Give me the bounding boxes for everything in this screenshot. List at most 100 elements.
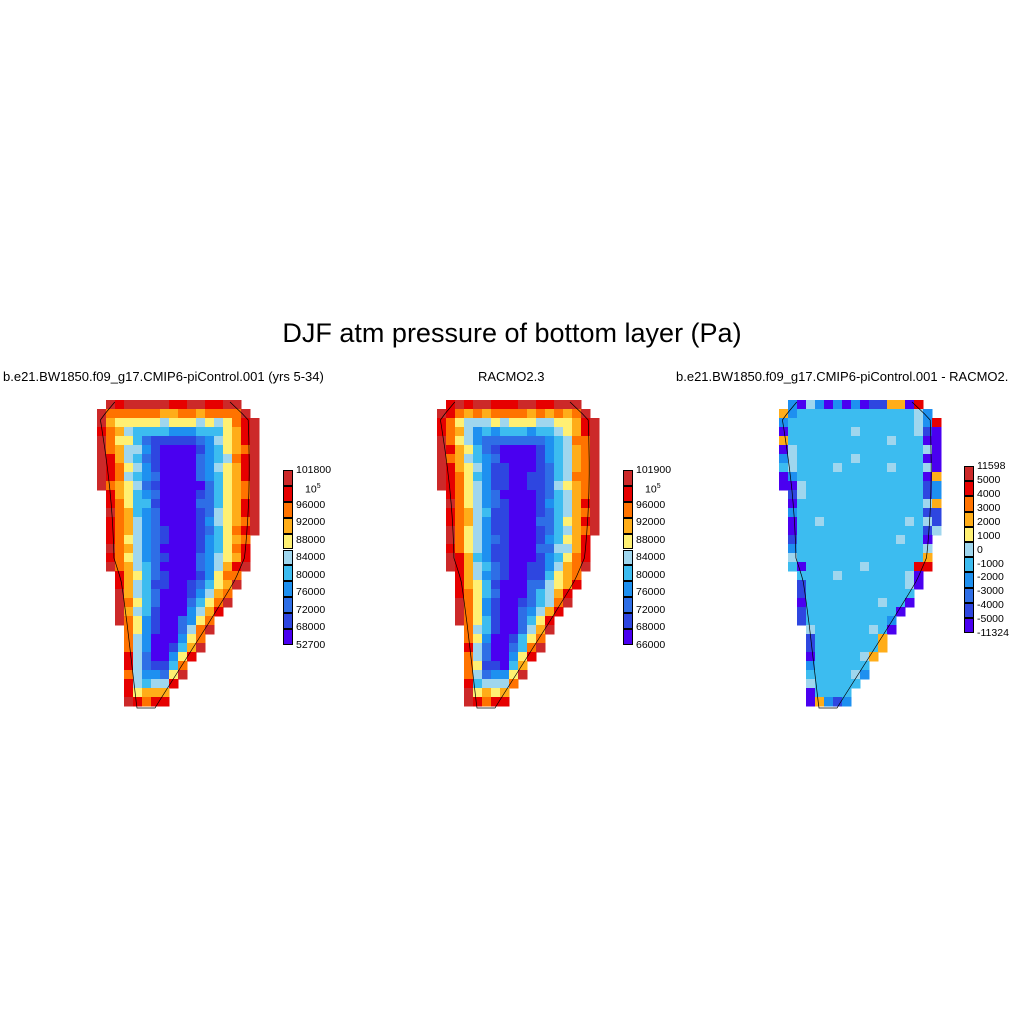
grid-cell bbox=[815, 562, 825, 572]
grid-cell bbox=[473, 535, 483, 545]
grid-cell bbox=[178, 661, 188, 671]
grid-cell bbox=[133, 544, 143, 554]
grid-cell bbox=[833, 625, 843, 635]
colorbar-label: 80000 bbox=[296, 568, 326, 581]
grid-cell bbox=[464, 598, 474, 608]
grid-cell bbox=[482, 445, 492, 455]
grid-cell bbox=[196, 508, 206, 518]
grid-cell bbox=[160, 535, 170, 545]
colorbar-swatch bbox=[283, 613, 293, 629]
colorbar-label: 88000 bbox=[296, 533, 326, 546]
grid-cell bbox=[860, 661, 870, 671]
grid-cell bbox=[581, 517, 591, 527]
grid-cell bbox=[563, 409, 573, 419]
grid-cell bbox=[815, 409, 825, 419]
grid-cell bbox=[797, 508, 807, 518]
grid-cell bbox=[178, 598, 188, 608]
colorbar-swatch bbox=[623, 501, 633, 518]
grid-cell bbox=[905, 517, 915, 527]
grid-cell bbox=[133, 517, 143, 527]
colorbar-label: 4000 bbox=[977, 487, 1001, 500]
grid-cell bbox=[133, 400, 143, 410]
grid-cell bbox=[196, 463, 206, 473]
grid-cell bbox=[878, 517, 888, 527]
grid-cell bbox=[178, 625, 188, 635]
grid-cell bbox=[232, 445, 242, 455]
grid-cell bbox=[509, 472, 519, 482]
grid-cell bbox=[914, 580, 924, 590]
grid-cell bbox=[806, 661, 816, 671]
grid-cell bbox=[205, 517, 215, 527]
grid-cell bbox=[455, 490, 465, 500]
grid-cell bbox=[187, 562, 197, 572]
grid-cell bbox=[509, 400, 519, 410]
grid-cell bbox=[482, 598, 492, 608]
grid-cell bbox=[491, 454, 501, 464]
grid-cell bbox=[518, 589, 528, 599]
grid-cell bbox=[545, 607, 555, 617]
grid-cell bbox=[851, 436, 861, 446]
grid-cell bbox=[214, 481, 224, 491]
grid-cell bbox=[178, 454, 188, 464]
grid-cell bbox=[878, 427, 888, 437]
grid-cell bbox=[833, 508, 843, 518]
grid-cell bbox=[869, 409, 879, 419]
grid-cell bbox=[815, 490, 825, 500]
grid-cell bbox=[464, 679, 474, 689]
colorbar-swatch bbox=[283, 581, 293, 598]
grid-cell bbox=[905, 526, 915, 536]
grid-cell bbox=[178, 526, 188, 536]
grid-cell bbox=[563, 490, 573, 500]
grid-cell bbox=[896, 562, 906, 572]
grid-cell bbox=[214, 562, 224, 572]
grid-cell bbox=[196, 400, 206, 410]
grid-cell bbox=[581, 409, 591, 419]
panel-1-map bbox=[97, 400, 260, 709]
colorbar-label: -11324 bbox=[977, 627, 1009, 640]
grid-cell bbox=[500, 679, 510, 689]
grid-cell bbox=[214, 580, 224, 590]
colorbar-swatch bbox=[283, 517, 293, 534]
grid-cell bbox=[491, 688, 501, 698]
grid-cell bbox=[842, 580, 852, 590]
grid-cell bbox=[851, 679, 861, 689]
grid-cell bbox=[142, 517, 152, 527]
grid-cell bbox=[824, 499, 834, 509]
grid-cell bbox=[518, 508, 528, 518]
grid-cell bbox=[923, 517, 933, 527]
grid-cell bbox=[833, 553, 843, 563]
grid-cell bbox=[491, 625, 501, 635]
grid-cell bbox=[797, 607, 807, 617]
grid-cell bbox=[815, 508, 825, 518]
grid-cell bbox=[806, 463, 816, 473]
grid-cell bbox=[797, 454, 807, 464]
grid-cell bbox=[851, 463, 861, 473]
grid-cell bbox=[869, 571, 879, 581]
grid-cell bbox=[581, 526, 591, 536]
grid-cell bbox=[455, 508, 465, 518]
colorbar-label: 96000 bbox=[636, 498, 666, 511]
grid-cell bbox=[833, 652, 843, 662]
colorbar-label: 88000 bbox=[636, 533, 666, 546]
grid-cell bbox=[473, 454, 483, 464]
grid-cell bbox=[133, 454, 143, 464]
grid-cell bbox=[806, 481, 816, 491]
grid-cell bbox=[232, 526, 242, 536]
grid-cell bbox=[509, 589, 519, 599]
panel-3-map bbox=[779, 400, 942, 709]
grid-cell bbox=[473, 643, 483, 653]
grid-cell bbox=[464, 688, 474, 698]
colorbar-label: 84000 bbox=[636, 551, 666, 564]
grid-cell bbox=[473, 436, 483, 446]
grid-cell bbox=[815, 526, 825, 536]
grid-cell bbox=[572, 580, 582, 590]
grid-cell bbox=[437, 472, 447, 482]
grid-cell bbox=[455, 472, 465, 482]
grid-cell bbox=[518, 400, 528, 410]
grid-cell bbox=[509, 553, 519, 563]
grid-cell bbox=[797, 580, 807, 590]
grid-cell bbox=[860, 580, 870, 590]
grid-cell bbox=[788, 535, 798, 545]
grid-cell bbox=[169, 607, 179, 617]
grid-cell bbox=[896, 553, 906, 563]
